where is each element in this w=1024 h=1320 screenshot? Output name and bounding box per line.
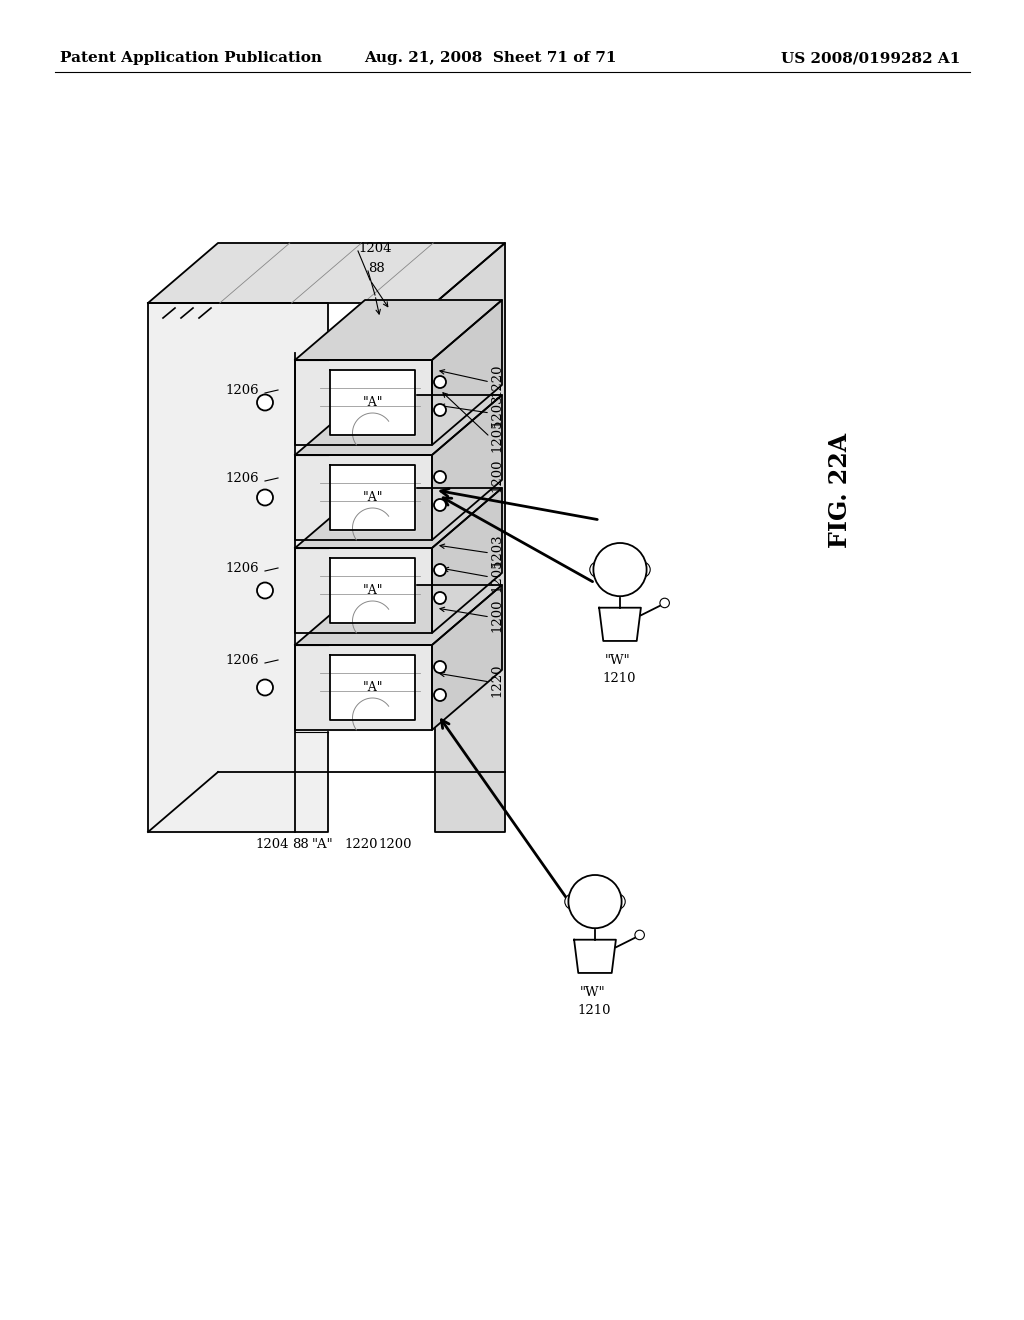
Polygon shape [295, 300, 502, 360]
Text: Patent Application Publication: Patent Application Publication [60, 51, 322, 65]
Polygon shape [432, 585, 502, 730]
Polygon shape [330, 370, 415, 436]
Polygon shape [148, 243, 505, 304]
Polygon shape [599, 607, 641, 642]
Polygon shape [295, 488, 502, 548]
Text: 1220: 1220 [490, 663, 503, 697]
Circle shape [565, 894, 580, 909]
Circle shape [568, 875, 622, 928]
Polygon shape [330, 655, 415, 719]
Polygon shape [435, 243, 505, 832]
Text: 1204: 1204 [358, 242, 391, 255]
Circle shape [257, 490, 273, 506]
Circle shape [434, 376, 446, 388]
Text: 88: 88 [368, 261, 385, 275]
Polygon shape [432, 395, 502, 540]
Polygon shape [295, 585, 502, 645]
Circle shape [610, 894, 626, 909]
Text: "A": "A" [362, 396, 383, 409]
Polygon shape [295, 455, 432, 540]
Polygon shape [330, 558, 415, 623]
Text: 1220: 1220 [344, 838, 378, 851]
Text: 1200: 1200 [490, 598, 503, 632]
Text: FIG. 22A: FIG. 22A [828, 433, 852, 548]
Circle shape [635, 562, 650, 577]
Text: 1206: 1206 [225, 384, 259, 396]
Circle shape [593, 543, 646, 597]
Circle shape [659, 598, 670, 607]
Text: 1205: 1205 [490, 418, 503, 451]
Polygon shape [295, 395, 502, 455]
Circle shape [434, 404, 446, 416]
Text: Aug. 21, 2008  Sheet 71 of 71: Aug. 21, 2008 Sheet 71 of 71 [364, 51, 616, 65]
Circle shape [635, 931, 644, 940]
Text: 1203: 1203 [490, 533, 503, 566]
Circle shape [434, 661, 446, 673]
Text: 1220: 1220 [490, 363, 503, 397]
Text: 1206: 1206 [225, 561, 259, 574]
Circle shape [434, 499, 446, 511]
Text: 1206: 1206 [225, 653, 259, 667]
Text: "A": "A" [362, 681, 383, 694]
Text: 88: 88 [292, 838, 309, 851]
Text: "W": "W" [580, 986, 605, 999]
Text: "A": "A" [312, 838, 334, 851]
Text: "W": "W" [605, 655, 631, 668]
Text: 1206: 1206 [225, 471, 259, 484]
Polygon shape [432, 300, 502, 445]
Polygon shape [295, 548, 432, 634]
Text: 1203: 1203 [490, 393, 503, 426]
Text: 1204: 1204 [255, 838, 289, 851]
Text: 1200: 1200 [490, 458, 503, 492]
Text: 1200: 1200 [378, 838, 412, 851]
Polygon shape [432, 488, 502, 634]
Text: 1210: 1210 [577, 1003, 610, 1016]
Text: 1210: 1210 [602, 672, 636, 685]
Text: "A": "A" [362, 491, 383, 504]
Polygon shape [574, 940, 615, 973]
Circle shape [257, 680, 273, 696]
Circle shape [434, 564, 446, 576]
Circle shape [434, 471, 446, 483]
Text: 1205: 1205 [490, 558, 503, 591]
Circle shape [434, 689, 446, 701]
Polygon shape [148, 304, 328, 832]
Circle shape [257, 582, 273, 598]
Text: US 2008/0199282 A1: US 2008/0199282 A1 [780, 51, 961, 65]
Circle shape [590, 562, 605, 577]
Polygon shape [295, 645, 432, 730]
Text: "A": "A" [362, 583, 383, 597]
Polygon shape [330, 465, 415, 531]
Circle shape [434, 591, 446, 605]
Polygon shape [295, 360, 432, 445]
Circle shape [257, 395, 273, 411]
